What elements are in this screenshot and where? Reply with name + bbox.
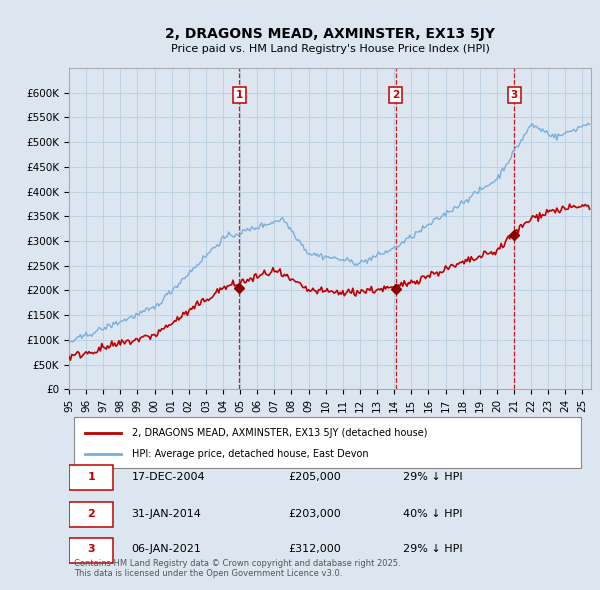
Text: Contains HM Land Registry data © Crown copyright and database right 2025.
This d: Contains HM Land Registry data © Crown c… [74,559,401,578]
Text: Price paid vs. HM Land Registry's House Price Index (HPI): Price paid vs. HM Land Registry's House … [170,44,490,54]
Text: £312,000: £312,000 [288,545,341,555]
Text: 3: 3 [511,90,518,100]
Text: 2, DRAGONS MEAD, AXMINSTER, EX13 5JY (detached house): 2, DRAGONS MEAD, AXMINSTER, EX13 5JY (de… [131,428,427,438]
FancyBboxPatch shape [69,465,113,490]
Text: 40% ↓ HPI: 40% ↓ HPI [403,509,463,519]
Text: £205,000: £205,000 [288,471,341,481]
Text: 29% ↓ HPI: 29% ↓ HPI [403,545,463,555]
Text: 29% ↓ HPI: 29% ↓ HPI [403,471,463,481]
Text: 3: 3 [88,545,95,555]
Text: 2, DRAGONS MEAD, AXMINSTER, EX13 5JY: 2, DRAGONS MEAD, AXMINSTER, EX13 5JY [165,27,495,41]
FancyBboxPatch shape [69,502,113,527]
FancyBboxPatch shape [69,537,113,563]
Text: 06-JAN-2021: 06-JAN-2021 [131,545,202,555]
Text: 31-JAN-2014: 31-JAN-2014 [131,509,202,519]
Text: 1: 1 [88,471,95,481]
FancyBboxPatch shape [74,418,581,468]
Text: £203,000: £203,000 [288,509,341,519]
Text: HPI: Average price, detached house, East Devon: HPI: Average price, detached house, East… [131,449,368,459]
Text: 1: 1 [236,90,243,100]
Text: 17-DEC-2004: 17-DEC-2004 [131,471,205,481]
Text: 2: 2 [88,509,95,519]
Text: 2: 2 [392,90,399,100]
